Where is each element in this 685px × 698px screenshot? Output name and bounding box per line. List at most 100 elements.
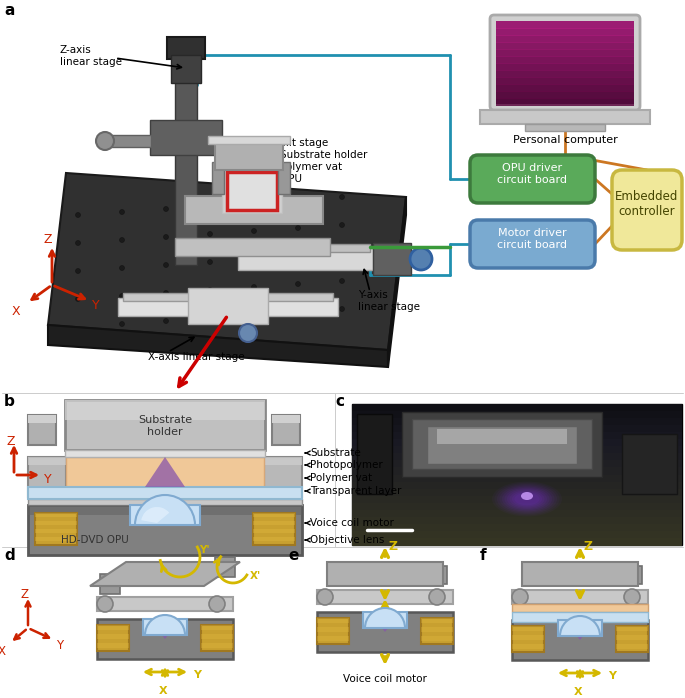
Circle shape	[251, 285, 256, 290]
Circle shape	[164, 207, 169, 211]
Bar	[352, 411, 682, 419]
Bar	[215, 142, 283, 170]
Circle shape	[208, 315, 212, 320]
Bar	[352, 446, 682, 454]
Polygon shape	[566, 622, 594, 640]
Bar	[35, 529, 77, 533]
Text: Objective lens: Objective lens	[310, 535, 384, 545]
Bar	[208, 136, 290, 144]
Bar	[512, 612, 648, 622]
Text: c: c	[335, 394, 344, 409]
Bar	[253, 521, 295, 525]
Text: Voice coil motor: Voice coil motor	[310, 518, 394, 528]
Bar	[333, 566, 351, 584]
Wedge shape	[135, 495, 195, 525]
Circle shape	[75, 212, 81, 218]
Bar	[427, 426, 577, 464]
Bar	[175, 238, 330, 256]
Bar	[352, 517, 682, 525]
Text: Y: Y	[608, 671, 616, 681]
Bar	[352, 489, 682, 497]
Bar	[402, 412, 602, 477]
Circle shape	[164, 235, 169, 239]
FancyBboxPatch shape	[470, 220, 595, 268]
Bar	[143, 619, 187, 635]
Bar	[188, 288, 268, 324]
Text: X-axis linear stage: X-axis linear stage	[148, 352, 245, 362]
Circle shape	[295, 225, 301, 230]
Circle shape	[119, 265, 125, 271]
Bar	[496, 28, 634, 36]
Bar	[241, 244, 370, 252]
Circle shape	[512, 589, 528, 605]
Ellipse shape	[502, 487, 552, 512]
Bar	[429, 566, 447, 584]
Ellipse shape	[492, 482, 562, 517]
Bar	[264, 457, 302, 497]
Bar	[317, 612, 453, 652]
Text: Substrate holder: Substrate holder	[280, 150, 367, 160]
Circle shape	[209, 596, 225, 612]
Ellipse shape	[495, 483, 560, 515]
Circle shape	[410, 248, 432, 270]
Polygon shape	[151, 621, 179, 639]
Ellipse shape	[510, 490, 545, 507]
Circle shape	[119, 293, 125, 299]
Circle shape	[119, 322, 125, 327]
Bar	[171, 55, 201, 83]
Circle shape	[75, 241, 81, 246]
Text: X: X	[573, 687, 582, 697]
Bar	[352, 503, 682, 511]
Bar	[373, 243, 411, 275]
Bar	[512, 635, 544, 640]
Wedge shape	[365, 608, 405, 628]
Bar	[352, 432, 682, 440]
Bar	[352, 425, 682, 433]
Bar	[421, 636, 453, 641]
Bar	[512, 620, 648, 660]
Text: Y-axis
linear stage: Y-axis linear stage	[358, 290, 420, 311]
Bar	[118, 298, 338, 316]
Bar	[35, 513, 77, 545]
Circle shape	[429, 589, 445, 605]
Bar	[130, 505, 200, 525]
Bar	[150, 120, 222, 155]
Circle shape	[75, 269, 81, 274]
Bar	[317, 618, 349, 623]
Bar	[185, 196, 323, 224]
Bar	[357, 414, 392, 494]
Bar	[317, 618, 349, 644]
Bar	[97, 619, 233, 659]
Ellipse shape	[504, 488, 549, 510]
Text: Z: Z	[584, 540, 593, 553]
Bar	[215, 557, 235, 577]
Bar	[512, 604, 648, 612]
Text: b: b	[4, 394, 15, 409]
Bar	[512, 644, 544, 649]
Bar	[123, 293, 333, 301]
Circle shape	[295, 281, 301, 286]
Bar	[352, 404, 682, 545]
Text: Embedded
controller: Embedded controller	[615, 190, 679, 218]
Bar	[28, 499, 302, 505]
Bar	[496, 42, 634, 50]
Bar	[65, 400, 265, 450]
Bar	[167, 37, 205, 59]
Bar	[421, 618, 453, 644]
Wedge shape	[145, 615, 185, 635]
Polygon shape	[90, 562, 240, 586]
Polygon shape	[145, 457, 185, 487]
Text: Polymer vat: Polymer vat	[310, 473, 372, 483]
Bar	[253, 529, 295, 533]
Bar	[97, 634, 129, 639]
Bar	[496, 21, 634, 29]
Bar	[352, 453, 682, 461]
Bar	[201, 634, 233, 639]
Bar	[496, 56, 634, 64]
Bar	[496, 98, 634, 106]
Bar	[616, 635, 648, 640]
Wedge shape	[141, 507, 169, 523]
Circle shape	[208, 260, 212, 265]
Text: Transparent layer: Transparent layer	[310, 486, 401, 496]
Circle shape	[75, 297, 81, 302]
